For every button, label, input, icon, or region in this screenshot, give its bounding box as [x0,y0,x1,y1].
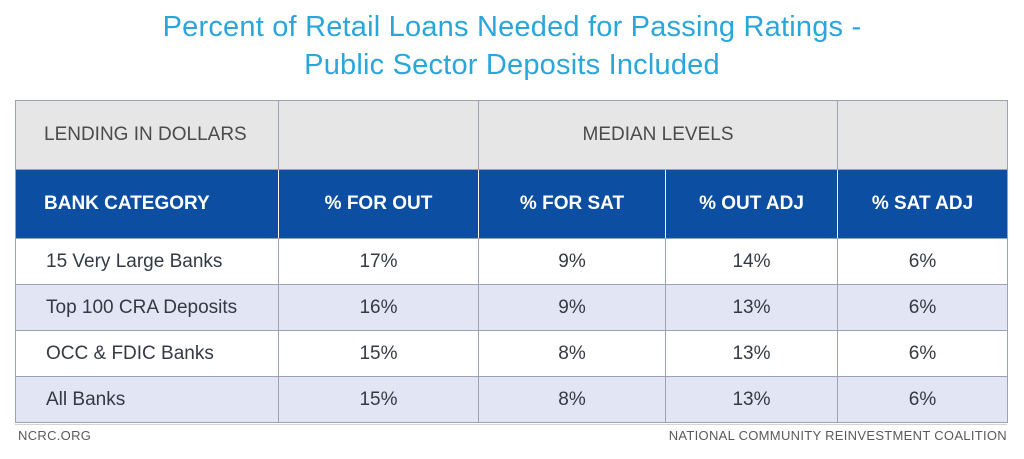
footer-organization: NATIONAL COMMUNITY REINVESTMENT COALITIO… [668,428,1007,443]
chart-title-line-1: Percent of Retail Loans Needed for Passi… [162,11,862,43]
table-row: Top 100 CRA Deposits 16% 9% 13% 6% [15,284,1008,331]
cell-for-sat: 9% [478,284,666,331]
cell-for-sat: 8% [478,376,666,423]
cell-for-out: 15% [278,330,479,377]
column-header-out-adj: % OUT ADJ [665,169,838,239]
cell-for-out: 16% [278,284,479,331]
data-table: LENDING IN DOLLARS MEDIAN LEVELS BANK CA… [15,100,1008,423]
group-header-spacer [278,100,479,170]
cell-out-adj: 13% [665,330,838,377]
column-header-for-out: % FOR OUT [278,169,479,239]
row-category: Top 100 CRA Deposits [15,284,279,331]
cell-sat-adj: 6% [837,376,1008,423]
group-header-spacer [837,100,1008,170]
table-row: 15 Very Large Banks 17% 9% 14% 6% [15,238,1008,285]
footer-website: NCRC.ORG [18,428,92,443]
cell-for-out: 17% [278,238,479,285]
cell-sat-adj: 6% [837,330,1008,377]
column-header-for-sat: % FOR SAT [478,169,666,239]
median-levels-header: MEDIAN LEVELS [478,100,838,170]
cell-out-adj: 13% [665,284,838,331]
row-category: All Banks [15,376,279,423]
cell-sat-adj: 6% [837,284,1008,331]
chart-title-line-2: Public Sector Deposits Included [304,49,720,81]
cell-sat-adj: 6% [837,238,1008,285]
column-header-sat-adj: % SAT ADJ [837,169,1008,239]
lending-in-dollars-header: LENDING IN DOLLARS [15,100,279,170]
cell-out-adj: 13% [665,376,838,423]
table-row: OCC & FDIC Banks 15% 8% 13% 6% [15,330,1008,377]
column-header-row: BANK CATEGORY % FOR OUT % FOR SAT % OUT … [15,169,1008,239]
cell-out-adj: 14% [665,238,838,285]
row-category: OCC & FDIC Banks [15,330,279,377]
group-header-row: LENDING IN DOLLARS MEDIAN LEVELS [15,100,1008,170]
column-header-bank-category: BANK CATEGORY [15,169,279,239]
chart-title: Percent of Retail Loans Needed for Passi… [0,8,1024,84]
row-category: 15 Very Large Banks [15,238,279,285]
cell-for-out: 15% [278,376,479,423]
table-row: All Banks 15% 8% 13% 6% [15,376,1008,423]
footer-divider [15,424,1007,425]
cell-for-sat: 9% [478,238,666,285]
cell-for-sat: 8% [478,330,666,377]
